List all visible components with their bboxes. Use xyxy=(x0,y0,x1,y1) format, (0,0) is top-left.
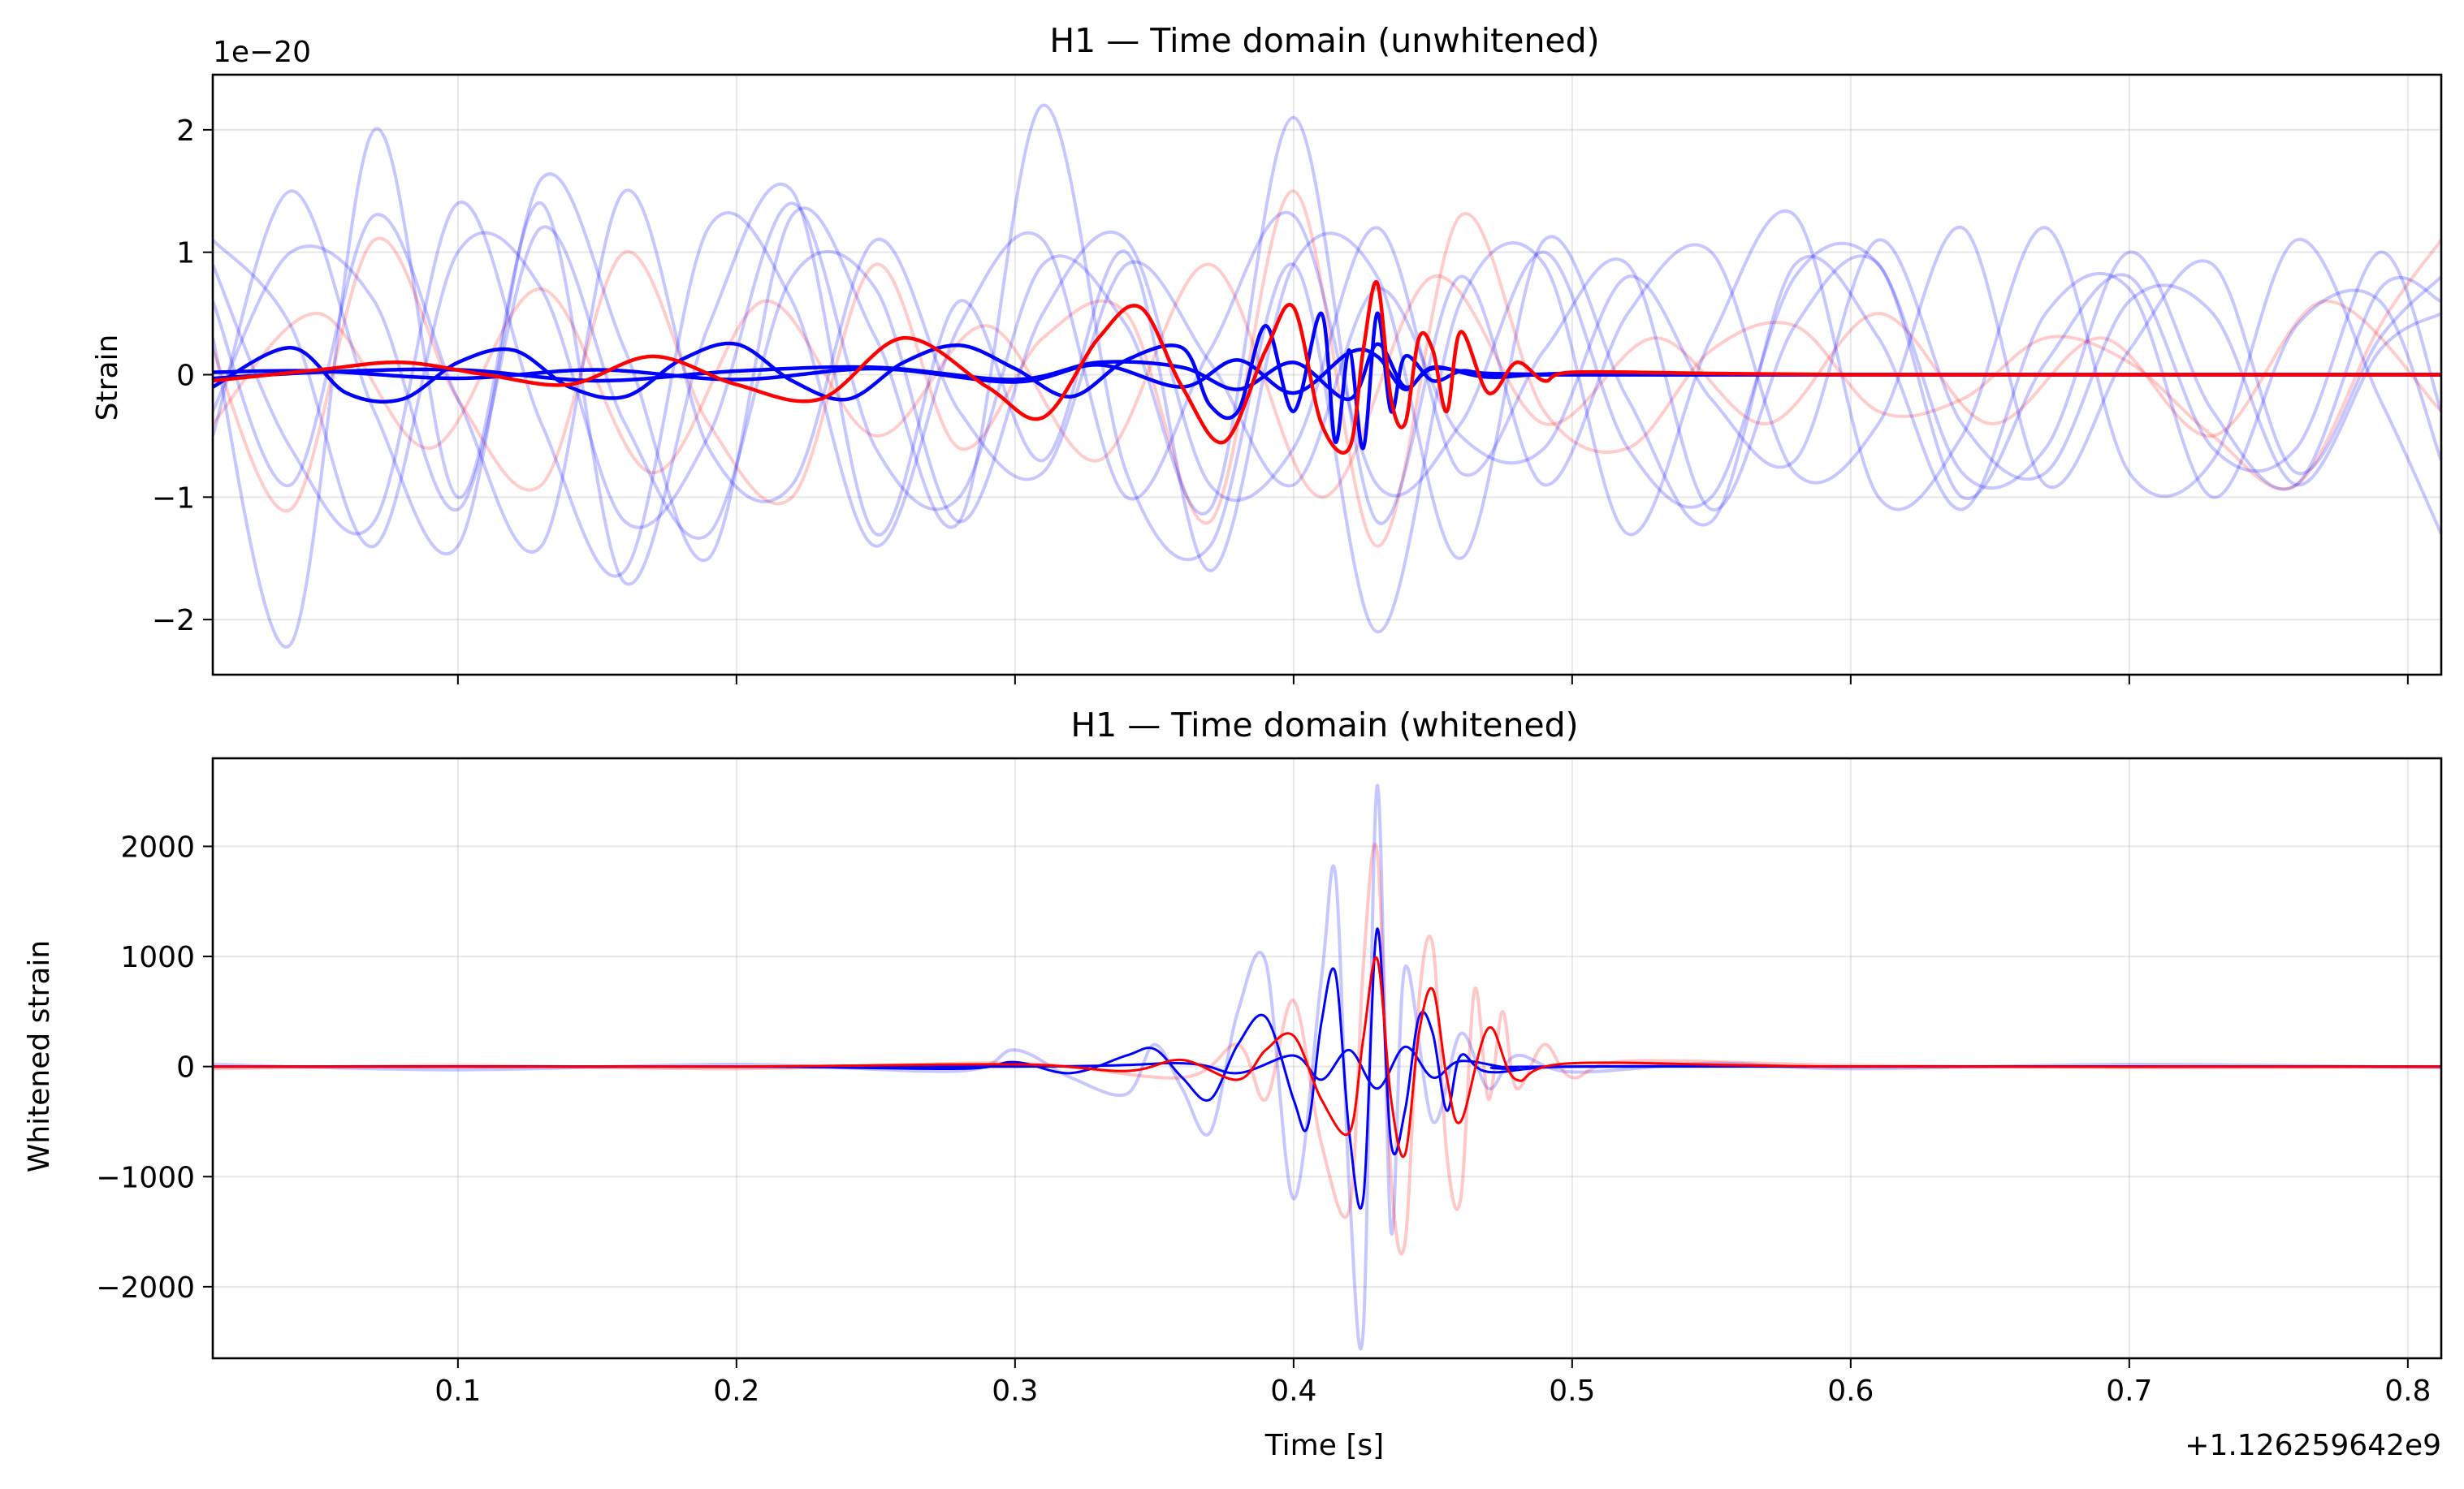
unwhitened-series-noisy-blue-3 xyxy=(213,127,2441,649)
unwhitened-y-tick-label-2: 0 xyxy=(176,360,195,393)
unwhitened-title: H1 — Time domain (unwhitened) xyxy=(1049,21,1599,60)
whitened-y-tick-label-1: −1000 xyxy=(96,1161,195,1194)
whitened-series-whitened-noise-red-1 xyxy=(213,843,2441,1256)
x-offset-label: +1.126259642e9 xyxy=(2185,1429,2441,1462)
x-axis-label: Time [s] xyxy=(1264,1429,1384,1462)
unwhitened-y-tick-label-3: 1 xyxy=(176,237,195,270)
unwhitened-y-tick-label-0: −2 xyxy=(152,604,195,637)
whitened-series-whitened-template-red xyxy=(213,956,2441,1159)
whitened-ticks: 0.1 0.2 0.3 0.4 0.5 0.6 0.7 0.8 −2000 −1000 0 1000 2… xyxy=(96,831,2431,1408)
unwhitened-panel: H1 — Time domain (unwhitened) 1e−20 Stra… xyxy=(91,21,2443,684)
unwhitened-series-template-red xyxy=(213,280,2441,455)
whitened-y-tick-label-3: 1000 xyxy=(120,941,195,974)
whitened-x-tick-label-2: 0.3 xyxy=(992,1375,1038,1408)
unwhitened-series-noisy-blue-4 xyxy=(213,115,2441,549)
whitened-y-tick-label-2: 0 xyxy=(176,1051,195,1085)
unwhitened-series-noisy-blue-1 xyxy=(213,201,2441,578)
whitened-y-axis-label: Whitened strain xyxy=(23,940,56,1173)
y-multiplier-label: 1e−20 xyxy=(213,36,311,69)
unwhitened-series-noisy-red-1 xyxy=(213,189,2441,548)
unwhitened-y-axis-label: Strain xyxy=(91,334,124,421)
unwhitened-series-noisy-blue-6 xyxy=(213,188,2441,554)
unwhitened-series-noisy-blue-5 xyxy=(213,225,2441,540)
unwhitened-y-tick-label-1: −1 xyxy=(152,481,195,515)
whitened-series xyxy=(213,783,2441,1351)
whitened-y-tick-label-4: 2000 xyxy=(120,831,195,864)
whitened-x-tick-label-0: 0.1 xyxy=(434,1375,481,1408)
whitened-axes-frame xyxy=(211,757,2443,1360)
whitened-x-tick-label-4: 0.5 xyxy=(1549,1375,1595,1408)
whitened-x-tick-label-7: 0.8 xyxy=(2384,1375,2431,1408)
unwhitened-series-noisy-red-2 xyxy=(213,262,2441,499)
whitened-grid xyxy=(213,758,2441,1358)
unwhitened-series xyxy=(213,103,2441,649)
unwhitened-axes-frame xyxy=(211,73,2443,676)
whitened-series-whitened-template-blue-1 xyxy=(213,927,2441,1210)
whitened-panel: H1 — Time domain (whitened) Whitened str… xyxy=(23,706,2443,1462)
whitened-x-tick-label-3: 0.4 xyxy=(1270,1375,1316,1408)
whitened-series-whitened-template-blue-2 xyxy=(213,1045,2441,1090)
unwhitened-ticks: −2 −1 0 1 2 xyxy=(152,114,2409,684)
unwhitened-series-noisy-blue-2 xyxy=(213,103,2441,634)
whitened-x-tick-label-5: 0.6 xyxy=(1827,1375,1874,1408)
whitened-x-tick-label-1: 0.2 xyxy=(713,1375,759,1408)
unwhitened-y-tick-label-4: 2 xyxy=(176,114,195,148)
whitened-x-tick-label-6: 0.7 xyxy=(2106,1375,2152,1408)
whitened-y-tick-label-0: −2000 xyxy=(96,1271,195,1305)
whitened-title: H1 — Time domain (whitened) xyxy=(1070,706,1578,744)
